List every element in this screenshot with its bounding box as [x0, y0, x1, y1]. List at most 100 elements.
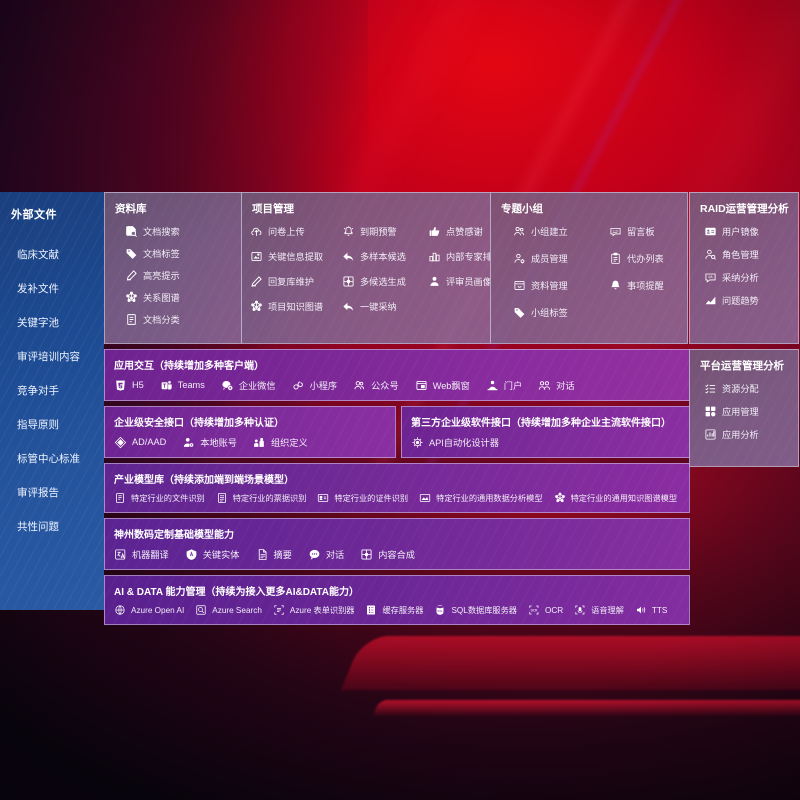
item-resource-allocation[interactable]: 资源分配: [704, 381, 798, 395]
row-title-app-interaction: 应用交互（持续增加多种客户端）: [114, 361, 264, 372]
item-wechat-work[interactable]: 企业微信: [221, 378, 276, 392]
item-label: 企业微信: [238, 381, 276, 391]
item-local-account[interactable]: 本地账号: [182, 435, 237, 449]
item-chat[interactable]: 对话: [308, 547, 344, 561]
item-message-board[interactable]: 留言板: [609, 224, 687, 238]
item-one-click-adopt[interactable]: 一键采纳: [342, 299, 428, 313]
item-content-synthesis[interactable]: 内容合成: [360, 547, 415, 561]
item-highlight-tip[interactable]: 高亮提示: [125, 268, 241, 282]
item-label: 应用分析: [722, 430, 759, 440]
item-key-entity[interactable]: 关键实体: [185, 547, 240, 561]
item-label: 多候选生成: [360, 277, 406, 287]
item-label: 到期预警: [360, 227, 397, 237]
item-organization-definition[interactable]: 组织定义: [253, 435, 308, 449]
item-industry-id-recognition[interactable]: 特定行业的证件识别: [317, 492, 408, 504]
item-label: H5: [132, 380, 144, 390]
item-h5[interactable]: H5: [114, 379, 144, 392]
item-azure-form-recognizer[interactable]: Azure 表单识别器: [273, 604, 354, 616]
sidebar-item-competitors[interactable]: 竞争对手: [17, 385, 59, 397]
item-user-profile-mirror[interactable]: 用户镜像: [704, 224, 798, 238]
item-label: 资源分配: [722, 384, 759, 394]
item-issue-trend[interactable]: 问题趋势: [704, 293, 798, 307]
row-enterprise-security: 企业级安全接口（持续增加多种认证） AD/AAD 本地账号 组织定义: [104, 406, 396, 458]
sidebar-item-supplement-files[interactable]: 发补文件: [17, 283, 59, 295]
item-cache-server[interactable]: 缓存服务器: [365, 604, 423, 616]
item-machine-translation[interactable]: 机器翻译: [114, 547, 169, 561]
item-label: 缓存服务器: [382, 606, 424, 615]
item-project-knowledge-graph[interactable]: 项目知识图谱: [250, 299, 342, 313]
item-label: 语音理解: [591, 606, 624, 615]
item-group-tag[interactable]: 小组标签: [513, 305, 609, 319]
panel-project-management: 项目管理 问卷上传 到期预警 点赞感谢: [241, 192, 491, 344]
item-internal-expert-ranking[interactable]: 内部专家排名: [428, 249, 490, 263]
item-relation-graph[interactable]: 关系图谱: [125, 290, 241, 304]
row-title-ai-data-management: AI & DATA 能力管理（持续为接入更多AI&DATA能力）: [114, 587, 359, 598]
content-merge-icon: [360, 548, 373, 561]
panel-title-knowledge-base: 资料库: [115, 203, 147, 215]
item-material-management[interactable]: 资料管理: [513, 278, 609, 292]
item-label: 关键信息提取: [268, 252, 324, 262]
item-expiry-alert[interactable]: 到期预警: [342, 224, 428, 238]
item-questionnaire-upload[interactable]: 问卷上传: [250, 224, 342, 238]
item-role-management[interactable]: 角色管理: [704, 247, 798, 261]
item-industry-data-analysis-model[interactable]: 特定行业的通用数据分析模型: [419, 492, 543, 504]
item-azure-search[interactable]: Azure Search: [195, 604, 262, 616]
item-sql-database-server[interactable]: SQL SQL数据库服务器: [434, 604, 517, 616]
item-document-tag[interactable]: 文档标签: [125, 246, 241, 260]
item-multi-candidate-generation[interactable]: 多候选生成: [342, 274, 428, 288]
item-label: 内部专家排名: [446, 252, 490, 262]
item-multi-sample-candidates[interactable]: 多样本候选: [342, 249, 428, 263]
item-web-float-window[interactable]: Web飘窗: [415, 378, 470, 392]
item-label: 小程序: [309, 381, 338, 391]
item-api-designer[interactable]: API自动化设计器: [411, 435, 499, 449]
item-tts[interactable]: TTS: [635, 604, 667, 616]
item-dialog[interactable]: 对话: [538, 378, 575, 392]
item-ad-aad[interactable]: AD/AAD: [114, 436, 166, 449]
item-like-thanks[interactable]: 点赞感谢: [428, 224, 490, 238]
item-label: 文档分类: [143, 315, 180, 325]
item-label: 特定行业的文件识别: [131, 494, 205, 503]
item-application-analysis[interactable]: 应用分析: [704, 427, 798, 441]
sidebar-item-keyword-pool[interactable]: 关键字池: [17, 317, 59, 329]
row-dcits-base-model: 神州数码定制基础模型能力 机器翻译 关键实体 摘要: [104, 518, 690, 570]
item-document-category[interactable]: 文档分类: [125, 312, 241, 326]
item-member-management[interactable]: 成员管理: [513, 251, 609, 265]
item-ocr[interactable]: OCR OCR: [528, 604, 563, 616]
person-settings-icon: [513, 252, 526, 265]
sidebar-item-guidelines[interactable]: 指导原则: [17, 419, 59, 431]
sidebar-item-review-report[interactable]: 审评报告: [17, 487, 59, 499]
item-official-account[interactable]: 公众号: [353, 378, 399, 392]
item-azure-open-ai[interactable]: Azure Open AI: [114, 604, 184, 616]
row-title-industry-model-library: 产业模型库（持续添加端到端场景模型）: [114, 475, 294, 486]
item-portal[interactable]: 门户: [486, 378, 522, 392]
item-document-search[interactable]: 文档搜索: [125, 224, 241, 238]
cache-server-icon: [365, 604, 377, 616]
item-speech-understanding[interactable]: 语音理解: [574, 604, 624, 616]
item-label: 本地账号: [200, 438, 237, 448]
row-app-interaction: 应用交互（持续增加多种客户端） H5 Teams 企业微信: [104, 349, 690, 401]
item-reply-library-maintenance[interactable]: 回复库维护: [250, 274, 342, 288]
item-industry-receipt-recognition[interactable]: 特定行业的票据识别: [216, 492, 306, 504]
item-application-management[interactable]: 应用管理: [704, 404, 798, 418]
sidebar-item-standards-center[interactable]: 标管中心标准: [17, 453, 80, 465]
item-key-info-extraction[interactable]: 关键信息提取: [250, 249, 342, 263]
item-label: 关键实体: [202, 550, 240, 560]
item-todo-list[interactable]: 代办列表: [609, 251, 687, 265]
checklist-icon: [704, 382, 717, 395]
sidebar-item-clinical-literature[interactable]: 临床文献: [17, 249, 59, 261]
item-summary[interactable]: 摘要: [256, 547, 292, 561]
summary-doc-icon: [256, 548, 269, 561]
panel-topic-group: 专题小组 小组建立 留言板 成员管理: [490, 192, 688, 344]
item-adoption-analysis[interactable]: QA 采纳分析: [704, 270, 798, 284]
item-industry-file-recognition[interactable]: 特定行业的文件识别: [114, 492, 205, 504]
item-teams[interactable]: Teams: [160, 379, 205, 392]
item-industry-knowledge-graph-model[interactable]: 特定行业的通用知识图谱模型: [554, 492, 677, 504]
sidebar-item-review-training[interactable]: 审评培训内容: [17, 351, 80, 363]
item-label: 小组建立: [531, 227, 568, 237]
item-reviewer-portrait[interactable]: 评审员画像: [428, 274, 490, 288]
miniprogram-icon: [292, 379, 305, 392]
item-event-reminder[interactable]: 事项提醒: [609, 278, 687, 292]
item-group-creation[interactable]: 小组建立: [513, 224, 609, 238]
item-miniprogram[interactable]: 小程序: [292, 378, 338, 392]
sidebar-item-common-issues[interactable]: 共性问题: [17, 521, 59, 533]
